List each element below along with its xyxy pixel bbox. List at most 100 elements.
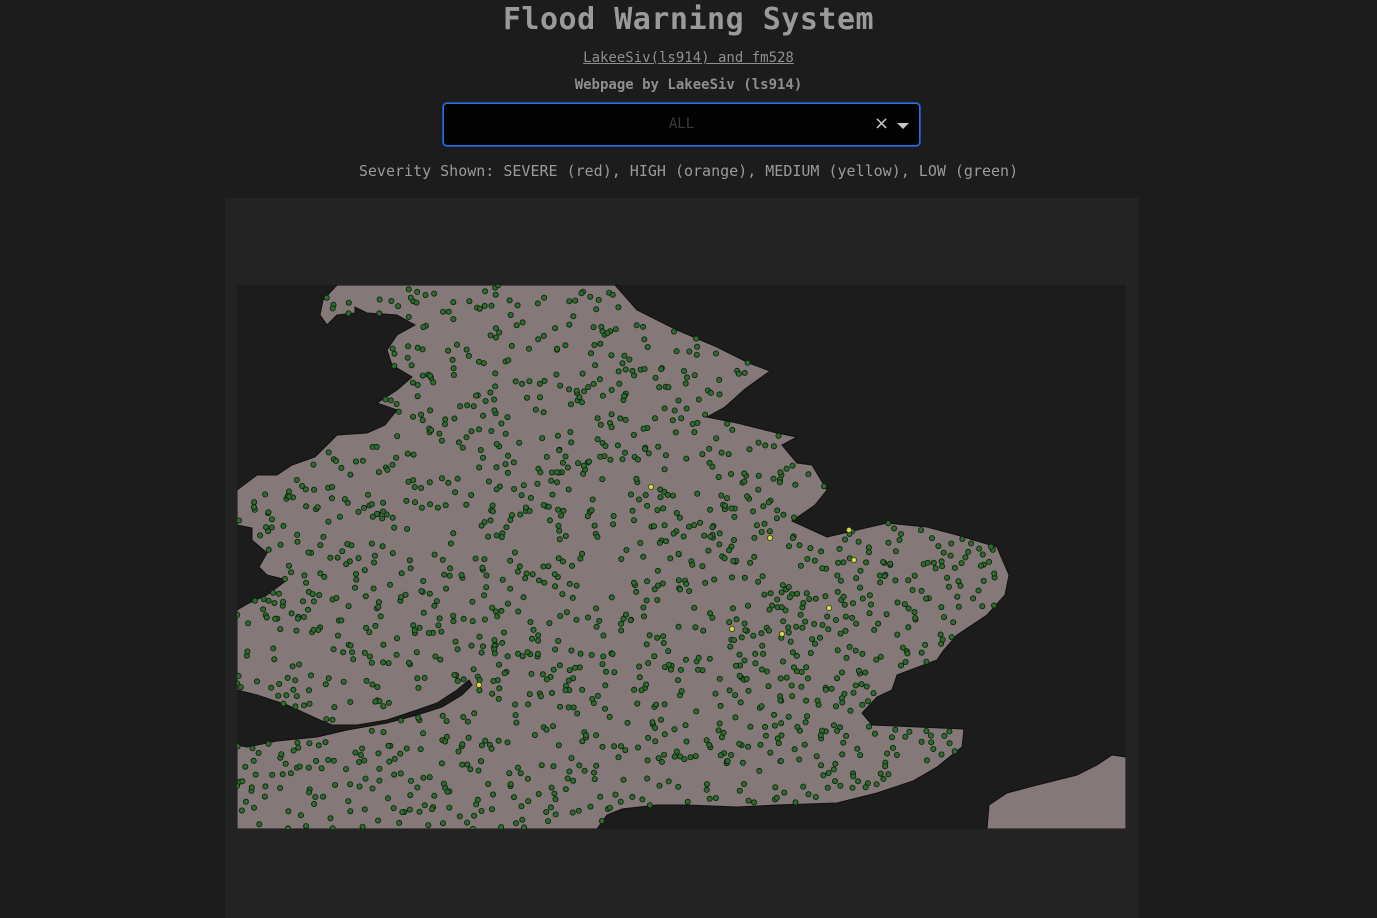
- low-warning-marker[interactable]: [781, 789, 788, 796]
- low-warning-marker[interactable]: [979, 603, 986, 610]
- low-warning-marker[interactable]: [621, 393, 628, 400]
- low-warning-marker[interactable]: [498, 534, 505, 541]
- low-warning-marker[interactable]: [330, 757, 337, 764]
- low-warning-marker[interactable]: [355, 555, 362, 562]
- low-warning-marker[interactable]: [555, 555, 562, 562]
- low-warning-marker[interactable]: [793, 668, 800, 675]
- low-warning-marker[interactable]: [801, 741, 808, 748]
- low-warning-marker[interactable]: [389, 514, 396, 521]
- low-warning-marker[interactable]: [657, 494, 664, 501]
- low-warning-marker[interactable]: [535, 632, 542, 639]
- low-warning-marker[interactable]: [830, 722, 837, 729]
- low-warning-marker[interactable]: [817, 634, 824, 641]
- low-warning-marker[interactable]: [927, 732, 934, 739]
- low-warning-marker[interactable]: [642, 491, 649, 498]
- low-warning-marker[interactable]: [741, 478, 748, 485]
- low-warning-marker[interactable]: [554, 345, 561, 352]
- low-warning-marker[interactable]: [417, 746, 424, 753]
- low-warning-marker[interactable]: [301, 572, 308, 579]
- low-warning-marker[interactable]: [686, 348, 693, 355]
- low-warning-marker[interactable]: [597, 453, 604, 460]
- low-warning-marker[interactable]: [902, 658, 909, 665]
- low-warning-marker[interactable]: [518, 803, 525, 810]
- low-warning-marker[interactable]: [252, 771, 259, 778]
- low-warning-marker[interactable]: [476, 676, 483, 683]
- low-warning-marker[interactable]: [581, 767, 588, 774]
- low-warning-marker[interactable]: [545, 563, 552, 570]
- low-warning-marker[interactable]: [923, 658, 930, 665]
- low-warning-marker[interactable]: [766, 528, 773, 535]
- low-warning-marker[interactable]: [780, 658, 787, 665]
- low-warning-marker[interactable]: [504, 469, 511, 476]
- low-warning-marker[interactable]: [321, 573, 328, 580]
- low-warning-marker[interactable]: [407, 777, 414, 784]
- low-warning-marker[interactable]: [834, 727, 841, 734]
- low-warning-marker[interactable]: [706, 741, 713, 748]
- low-warning-marker[interactable]: [566, 667, 573, 674]
- low-warning-marker[interactable]: [857, 584, 864, 591]
- low-warning-marker[interactable]: [453, 341, 460, 348]
- low-warning-marker[interactable]: [778, 589, 785, 596]
- low-warning-marker[interactable]: [791, 746, 798, 753]
- low-warning-marker[interactable]: [863, 683, 870, 690]
- low-warning-marker[interactable]: [418, 484, 425, 491]
- low-warning-marker[interactable]: [741, 369, 748, 376]
- low-warning-marker[interactable]: [265, 740, 272, 747]
- low-warning-marker[interactable]: [686, 587, 693, 594]
- low-warning-marker[interactable]: [361, 757, 368, 764]
- low-warning-marker[interactable]: [824, 613, 831, 620]
- low-warning-marker[interactable]: [853, 575, 860, 582]
- low-warning-marker[interactable]: [822, 686, 829, 693]
- low-warning-marker[interactable]: [450, 618, 457, 625]
- low-warning-marker[interactable]: [578, 290, 585, 297]
- low-warning-marker[interactable]: [777, 675, 784, 682]
- low-warning-marker[interactable]: [743, 675, 750, 682]
- low-warning-marker[interactable]: [744, 602, 751, 609]
- low-warning-marker[interactable]: [553, 479, 560, 486]
- low-warning-marker[interactable]: [464, 761, 471, 768]
- low-warning-marker[interactable]: [665, 384, 672, 391]
- low-warning-marker[interactable]: [904, 650, 911, 657]
- low-warning-marker[interactable]: [517, 770, 524, 777]
- low-warning-marker[interactable]: [361, 504, 368, 511]
- low-warning-marker[interactable]: [622, 416, 629, 423]
- low-warning-marker[interactable]: [468, 642, 475, 649]
- low-warning-marker[interactable]: [887, 560, 894, 567]
- low-warning-marker[interactable]: [286, 493, 293, 500]
- severity-filter-dropdown[interactable]: ALL ×: [443, 103, 920, 146]
- low-warning-marker[interactable]: [375, 817, 382, 824]
- low-warning-marker[interactable]: [644, 344, 651, 351]
- low-warning-marker[interactable]: [660, 633, 667, 640]
- low-warning-marker[interactable]: [828, 685, 835, 692]
- low-warning-marker[interactable]: [511, 485, 518, 492]
- low-warning-marker[interactable]: [376, 310, 383, 317]
- low-warning-marker[interactable]: [559, 558, 566, 565]
- low-warning-marker[interactable]: [380, 508, 387, 515]
- low-warning-marker[interactable]: [488, 302, 495, 309]
- low-warning-marker[interactable]: [699, 451, 706, 458]
- low-warning-marker[interactable]: [662, 452, 669, 459]
- low-warning-marker[interactable]: [452, 638, 459, 645]
- low-warning-marker[interactable]: [513, 322, 520, 329]
- low-warning-marker[interactable]: [569, 809, 576, 816]
- low-warning-marker[interactable]: [349, 649, 356, 656]
- low-warning-marker[interactable]: [565, 386, 572, 393]
- low-warning-marker[interactable]: [590, 324, 597, 331]
- low-warning-marker[interactable]: [792, 481, 799, 488]
- low-warning-marker[interactable]: [782, 607, 789, 614]
- low-warning-marker[interactable]: [622, 747, 629, 754]
- low-warning-marker[interactable]: [514, 302, 521, 309]
- low-warning-marker[interactable]: [715, 727, 722, 734]
- low-warning-marker[interactable]: [587, 350, 594, 357]
- low-warning-marker[interactable]: [504, 653, 511, 660]
- low-warning-marker[interactable]: [761, 591, 768, 598]
- medium-warning-marker[interactable]: [767, 534, 774, 541]
- low-warning-marker[interactable]: [463, 434, 470, 441]
- low-warning-marker[interactable]: [758, 630, 765, 637]
- low-warning-marker[interactable]: [653, 701, 660, 708]
- low-warning-marker[interactable]: [563, 609, 570, 616]
- low-warning-marker[interactable]: [245, 620, 252, 627]
- low-warning-marker[interactable]: [866, 610, 873, 617]
- low-warning-marker[interactable]: [545, 503, 552, 510]
- low-warning-marker[interactable]: [306, 789, 313, 796]
